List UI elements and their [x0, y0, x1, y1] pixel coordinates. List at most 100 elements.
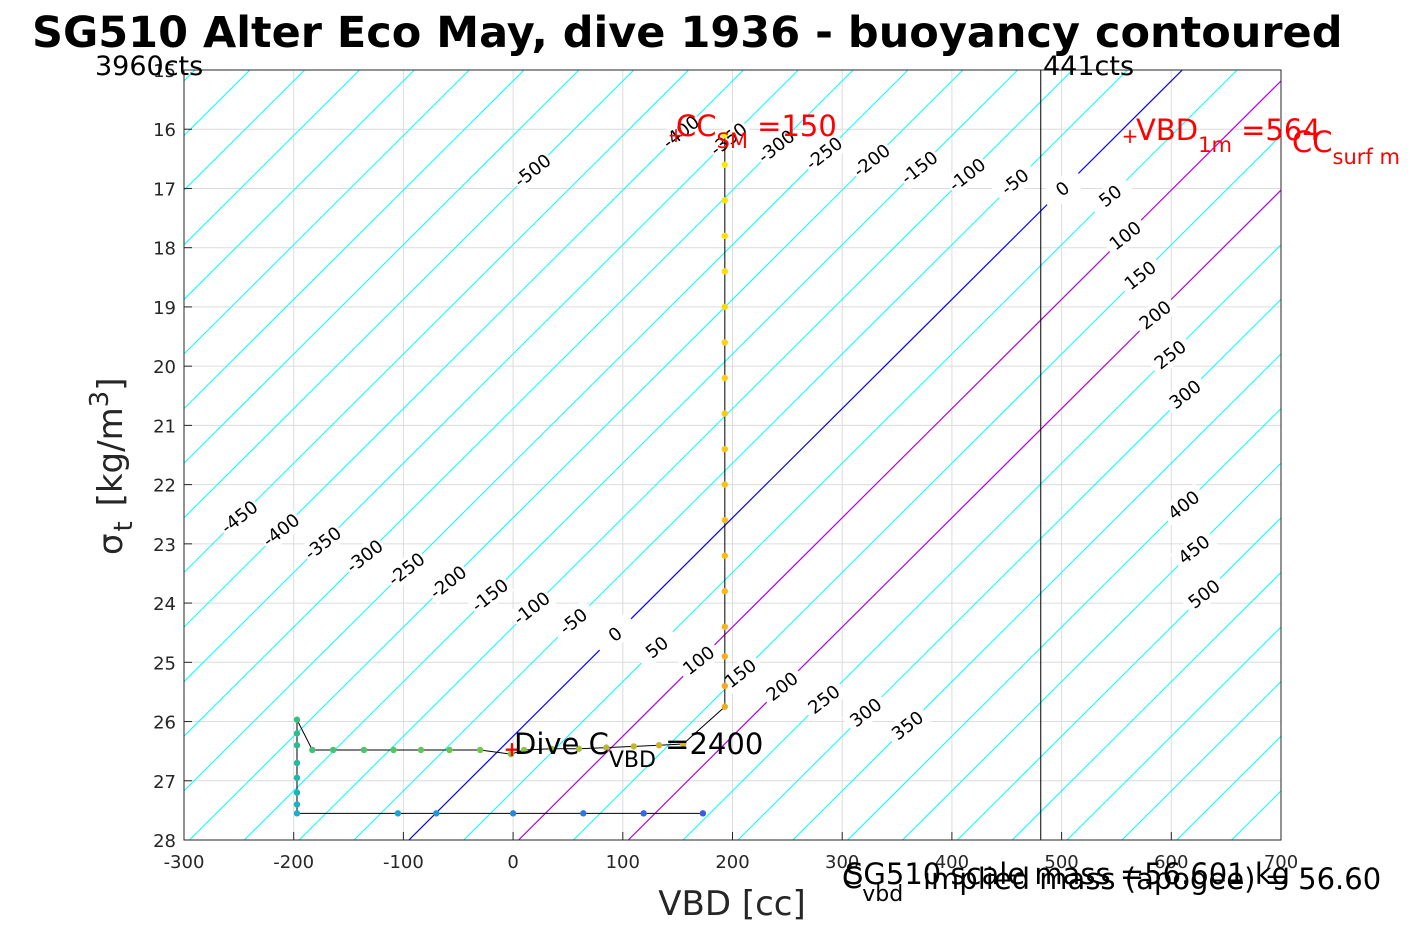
x-tick-label: -300 [164, 852, 205, 873]
y-tick-label: 15 [153, 61, 176, 82]
contour-line [1011, 571, 1281, 840]
contour-label-bg [257, 508, 306, 553]
data-point [721, 516, 729, 524]
data-point [417, 746, 425, 754]
y-tick-label: 20 [153, 357, 176, 378]
data-point [721, 161, 729, 168]
cc-sm-value: =150 [748, 109, 837, 143]
contour-label-bg [1038, 166, 1087, 212]
contour-line [1396, 70, 1417, 840]
y-tick-label: 19 [153, 298, 176, 319]
axis-ticks: -300 -200 -100 0 100 200 300 400 500 600 700 15 16 17… [153, 61, 1298, 873]
contour-label-bg [800, 677, 849, 722]
contour-label-bg [507, 586, 556, 631]
contour-line [184, 70, 635, 519]
x-tick-label: 100 [606, 852, 640, 873]
data-point [630, 743, 637, 750]
data-point [721, 682, 729, 690]
y-tick-label: 26 [153, 713, 176, 734]
cc-sm-sub: SM [717, 129, 748, 153]
dive-c-sub: VBD [609, 748, 656, 773]
contour-line [184, 70, 580, 464]
right-counts-label: 441cts [1043, 51, 1134, 82]
x-axis-label: VBD [cc] [658, 884, 806, 924]
data-point [293, 801, 301, 808]
contour-label-bg [847, 138, 896, 183]
contour-label-bg [298, 521, 348, 566]
contour-line [957, 517, 1281, 840]
data-point [721, 623, 729, 630]
x-tick-label: 700 [1264, 852, 1298, 873]
data-point [721, 303, 729, 311]
contour-label-bg [340, 534, 389, 579]
y-axis-label-main: σ [91, 533, 131, 555]
y-axis-label: σt [kg/m3] [85, 378, 139, 556]
contour-label-bg [656, 109, 706, 155]
data-point [507, 750, 515, 758]
y-tick-label: 27 [153, 772, 176, 793]
contour-label-bg [215, 494, 264, 540]
data-point [394, 810, 402, 817]
x-tick-label: 500 [1044, 852, 1078, 873]
data-point [721, 588, 729, 595]
data-point [721, 653, 729, 660]
cc-surf-annotation: CCsurf m [1292, 125, 1400, 169]
cc-surf-main: CC [1292, 125, 1333, 159]
data-point [721, 481, 729, 488]
x-tick-label: -100 [383, 852, 424, 873]
dive-c-marker: + [504, 737, 521, 761]
data-point [548, 745, 555, 752]
vbd-1m-sub: 1m [1198, 133, 1232, 157]
contour-line [0, 70, 85, 840]
cc-sm-annotation: CCSM =150 [676, 109, 837, 153]
data-point [309, 746, 316, 754]
data-point [293, 716, 301, 723]
data-point [721, 268, 729, 275]
data-point [640, 810, 647, 817]
contour-line [184, 70, 909, 792]
contour-label-bg [800, 131, 849, 176]
data-point [360, 746, 368, 754]
contour-line-highlight [627, 189, 1281, 840]
x-tick-label: 400 [935, 852, 969, 873]
data-point [721, 131, 729, 139]
contour-label-bg [841, 690, 890, 735]
contour-line-highlight [518, 80, 1281, 840]
c-vbd-annotation: Cvbd [842, 861, 903, 907]
y-tick-label: 17 [153, 179, 176, 200]
contour-label-bg [465, 573, 515, 618]
data-point [721, 339, 729, 346]
contour-label-bg [508, 148, 557, 193]
data-point [293, 742, 301, 749]
contour-labels: -450-400-350-300-250-200-150-100 -50 0 50 10… [215, 109, 1229, 748]
data-point [721, 445, 729, 453]
data-point [721, 552, 729, 559]
y-tick-label: 22 [153, 476, 176, 497]
contour-label-bg [758, 664, 807, 709]
contour-label-bg [752, 124, 801, 169]
contour-line [184, 70, 744, 628]
data-point [721, 232, 729, 240]
y-axis-label-sup: 3 [85, 391, 115, 408]
cc-sm-main: CC [676, 109, 717, 143]
contour-line [1066, 626, 1281, 840]
contour-label-bg [895, 145, 944, 190]
contour-line [184, 70, 470, 355]
data-point [293, 759, 301, 767]
vbd-1m-annotation: VBD1m =564 [1136, 113, 1321, 157]
svg-text:σt [kg/m3]: σt [kg/m3] [85, 378, 139, 556]
contour-line [189, 70, 964, 840]
contour-line [184, 70, 799, 683]
vbd-1m-main: VBD [1136, 113, 1198, 147]
contour-label-bg [632, 625, 682, 670]
contour-label-bg [943, 152, 992, 198]
contour-label-bg [1146, 332, 1195, 378]
c-vbd-sub: vbd [862, 882, 903, 907]
contour-line [1341, 70, 1417, 840]
dive-c-annotation: Dive CVBD =2400 [514, 727, 763, 773]
scale-mass-annotation: SG510 scale mass =56.601 kg [845, 857, 1290, 891]
contour-line [1121, 680, 1281, 840]
data-point [721, 410, 729, 417]
contour-line [184, 70, 360, 246]
